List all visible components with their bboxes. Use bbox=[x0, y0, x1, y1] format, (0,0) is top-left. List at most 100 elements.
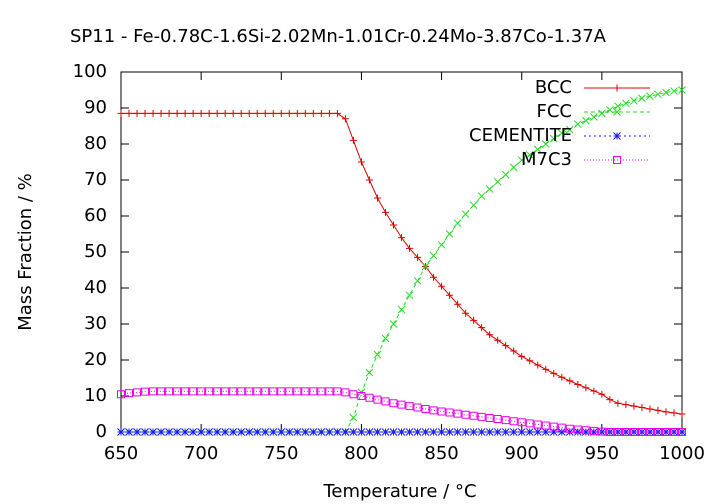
data-point bbox=[285, 428, 294, 436]
data-point bbox=[461, 210, 470, 219]
data-point bbox=[654, 90, 662, 99]
data-point bbox=[525, 428, 534, 436]
data-point bbox=[509, 163, 518, 172]
data-point bbox=[365, 393, 374, 402]
data-point bbox=[493, 428, 502, 436]
data-point bbox=[589, 113, 598, 121]
data-point bbox=[157, 428, 165, 436]
data-point bbox=[509, 428, 518, 436]
data-point bbox=[269, 109, 277, 117]
data-point bbox=[678, 86, 686, 94]
data-point bbox=[557, 423, 566, 432]
legend-marker bbox=[613, 156, 621, 164]
data-point bbox=[189, 428, 197, 436]
data-point bbox=[245, 109, 253, 117]
data-point bbox=[590, 387, 598, 395]
data-point bbox=[117, 109, 125, 117]
data-point bbox=[285, 109, 293, 117]
data-point bbox=[501, 416, 510, 425]
data-point bbox=[213, 109, 221, 117]
data-point bbox=[269, 428, 278, 436]
data-point bbox=[205, 109, 213, 117]
y-tick-label: 10 bbox=[84, 385, 107, 406]
data-point bbox=[277, 428, 286, 436]
data-point bbox=[653, 428, 662, 436]
data-point bbox=[462, 309, 470, 317]
data-point bbox=[173, 387, 182, 396]
data-point bbox=[486, 331, 494, 339]
data-point bbox=[397, 400, 406, 409]
data-point bbox=[485, 428, 494, 436]
data-point bbox=[526, 357, 534, 365]
data-point bbox=[301, 428, 310, 436]
data-point bbox=[581, 426, 590, 435]
y-tick-label: 60 bbox=[84, 205, 107, 226]
data-point bbox=[125, 109, 133, 117]
data-point bbox=[157, 387, 166, 396]
data-point bbox=[309, 109, 317, 117]
data-point bbox=[678, 410, 686, 418]
series-line bbox=[120, 390, 682, 433]
data-point bbox=[133, 428, 141, 436]
y-tick-label: 30 bbox=[84, 313, 107, 334]
data-point bbox=[349, 136, 357, 144]
data-point bbox=[365, 368, 374, 377]
data-point bbox=[157, 109, 165, 117]
data-point bbox=[141, 109, 149, 117]
data-point bbox=[429, 406, 438, 415]
data-point bbox=[638, 94, 646, 103]
data-point bbox=[253, 109, 261, 117]
data-point bbox=[317, 387, 326, 396]
data-point bbox=[277, 109, 285, 117]
data-point bbox=[341, 388, 350, 397]
data-point bbox=[645, 428, 654, 436]
data-point bbox=[205, 387, 214, 396]
y-tick-label: 40 bbox=[84, 277, 107, 298]
data-point bbox=[301, 387, 310, 396]
data-point bbox=[662, 408, 670, 416]
data-point bbox=[405, 291, 414, 300]
data-point bbox=[389, 428, 398, 436]
data-point bbox=[261, 428, 270, 436]
data-point bbox=[381, 428, 390, 436]
data-point bbox=[558, 373, 566, 381]
data-point bbox=[309, 428, 318, 436]
data-point bbox=[445, 230, 454, 238]
legend-label: FCC bbox=[537, 101, 573, 122]
data-point bbox=[197, 109, 205, 117]
data-point bbox=[197, 428, 205, 436]
data-point bbox=[389, 221, 397, 229]
data-point bbox=[429, 251, 438, 260]
data-point bbox=[221, 109, 229, 117]
data-point bbox=[622, 401, 630, 409]
data-point bbox=[566, 377, 574, 385]
data-point bbox=[165, 387, 174, 396]
data-point bbox=[557, 428, 566, 436]
data-point bbox=[229, 109, 237, 117]
data-point bbox=[646, 405, 654, 413]
data-point bbox=[573, 425, 582, 434]
data-point bbox=[405, 428, 414, 436]
data-point bbox=[421, 428, 430, 436]
data-point bbox=[381, 208, 389, 216]
data-point bbox=[518, 352, 526, 360]
data-point bbox=[493, 415, 502, 424]
data-point bbox=[622, 99, 630, 108]
data-point bbox=[533, 145, 542, 154]
data-point bbox=[646, 92, 654, 100]
data-point bbox=[133, 388, 142, 397]
data-point bbox=[477, 412, 486, 421]
data-point bbox=[341, 115, 349, 123]
plot-frame bbox=[120, 71, 683, 433]
data-point bbox=[582, 384, 590, 392]
data-point bbox=[622, 428, 630, 436]
data-point bbox=[117, 428, 125, 436]
data-point bbox=[501, 428, 510, 436]
data-point bbox=[670, 409, 678, 417]
data-point bbox=[678, 428, 686, 436]
data-point bbox=[357, 428, 366, 436]
data-point bbox=[493, 177, 502, 186]
data-point bbox=[317, 109, 325, 117]
data-point bbox=[229, 428, 238, 436]
legend-label: CEMENTITE bbox=[469, 125, 572, 146]
